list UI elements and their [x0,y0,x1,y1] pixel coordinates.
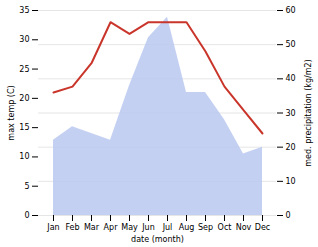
svg-text:Apr: Apr [104,223,119,232]
svg-text:0: 0 [286,211,291,220]
svg-text:5: 5 [24,182,29,191]
svg-text:Sep: Sep [198,223,213,232]
svg-text:Dec: Dec [255,223,270,232]
svg-text:Jan: Jan [46,223,59,232]
svg-text:med. precipitation (kg/m2): med. precipitation (kg/m2) [304,59,313,166]
svg-text:May: May [121,223,138,232]
svg-text:10: 10 [19,152,29,161]
svg-text:max temp (C): max temp (C) [7,85,16,140]
svg-text:60: 60 [286,6,296,15]
svg-text:30: 30 [286,109,296,118]
svg-text:0: 0 [24,211,29,220]
svg-text:Feb: Feb [65,223,79,232]
svg-text:20: 20 [19,94,29,103]
svg-text:Jun: Jun [141,223,155,232]
svg-text:Nov: Nov [236,223,252,232]
svg-text:15: 15 [19,123,29,132]
svg-text:10: 10 [286,177,296,186]
svg-text:20: 20 [286,143,296,152]
svg-text:30: 30 [19,35,29,44]
svg-text:Mar: Mar [84,223,100,232]
svg-text:Oct: Oct [218,223,232,232]
svg-text:Aug: Aug [179,223,195,232]
svg-text:Jul: Jul [162,223,173,232]
svg-text:25: 25 [19,65,29,74]
svg-text:50: 50 [286,40,296,49]
svg-text:35: 35 [19,6,29,15]
svg-text:40: 40 [286,74,296,83]
svg-text:date (month): date (month) [131,235,184,244]
